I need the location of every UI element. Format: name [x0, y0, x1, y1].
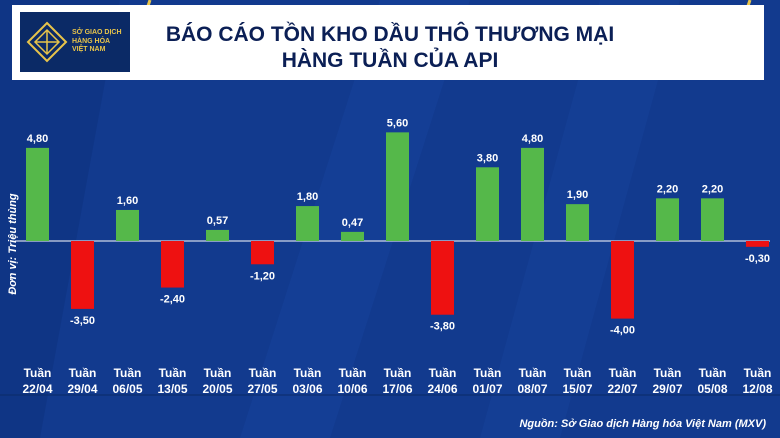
tick-label-date-4: 20/05: [202, 382, 232, 396]
logo: SỞ GIAO DỊCH HÀNG HÓA VIỆT NAM: [20, 12, 130, 72]
tick-label-week-12: Tuần: [564, 366, 592, 380]
data-label-14: 2,20: [657, 183, 678, 195]
data-label-5: -1,20: [250, 270, 275, 282]
data-label-7: 0,47: [342, 217, 363, 229]
bar-1: [71, 241, 94, 309]
bar-2: [116, 209, 139, 241]
bar-7: [341, 231, 364, 241]
data-label-2: 1,60: [117, 195, 138, 207]
tick-label-date-1: 29/04: [67, 382, 97, 396]
tick-label-date-0: 22/04: [22, 382, 52, 396]
data-label-3: -2,40: [160, 294, 185, 306]
data-label-15: 2,20: [702, 183, 723, 195]
data-label-10: 3,80: [477, 152, 498, 164]
tick-label-date-3: 13/05: [157, 382, 187, 396]
tick-label-week-9: Tuần: [429, 366, 457, 380]
data-label-11: 4,80: [522, 133, 543, 145]
tick-label-week-6: Tuần: [294, 366, 322, 380]
tick-label-date-10: 01/07: [472, 382, 502, 396]
tick-label-week-10: Tuần: [474, 366, 502, 380]
logo-mark-icon: [26, 21, 68, 63]
tick-label-date-15: 05/08: [697, 382, 727, 396]
bar-9: [431, 241, 454, 315]
bar-3: [161, 241, 184, 288]
tick-label-date-13: 22/07: [607, 382, 637, 396]
bar-6: [296, 206, 319, 241]
tick-label-date-2: 06/05: [112, 382, 142, 396]
tick-label-week-14: Tuần: [654, 366, 682, 380]
tick-label-week-13: Tuần: [609, 366, 637, 380]
tick-label-week-0: Tuần: [24, 366, 52, 380]
tick-label-week-7: Tuần: [339, 366, 367, 380]
tick-label-date-9: 24/06: [427, 382, 457, 396]
tick-label-week-1: Tuần: [69, 366, 97, 380]
tick-label-date-11: 08/07: [517, 382, 547, 396]
tick-label-week-4: Tuần: [204, 366, 232, 380]
data-label-16: -0,30: [745, 253, 770, 265]
data-label-13: -4,00: [610, 325, 635, 337]
logo-text: SỞ GIAO DỊCH HÀNG HÓA VIỆT NAM: [72, 29, 122, 54]
tick-label-date-14: 29/07: [652, 382, 682, 396]
tick-label-date-6: 03/06: [292, 382, 322, 396]
bar-14: [656, 198, 679, 241]
tick-label-date-7: 10/06: [337, 382, 367, 396]
bar-5: [251, 241, 274, 265]
data-label-0: 4,80: [27, 133, 48, 145]
bar-12: [566, 204, 589, 241]
data-label-12: 1,90: [567, 189, 588, 201]
data-label-4: 0,57: [207, 215, 228, 227]
title-line-2: HÀNG TUẦN CỦA API: [281, 49, 499, 72]
tick-label-week-3: Tuần: [159, 366, 187, 380]
tick-label-date-8: 17/06: [382, 382, 412, 396]
data-label-6: 1,80: [297, 191, 318, 203]
data-label-9: -3,80: [430, 321, 455, 333]
bar-10: [476, 167, 499, 241]
tick-label-week-15: Tuần: [699, 366, 727, 380]
data-label-1: -3,50: [70, 315, 95, 327]
title-line-1: BÁO CÁO TỒN KHO DẦU THÔ THƯƠNG MẠI: [165, 23, 615, 46]
tick-label-date-5: 27/05: [247, 382, 277, 396]
bar-11: [521, 147, 544, 241]
bar-16: [746, 241, 769, 247]
title-box: [12, 5, 764, 80]
tick-label-week-16: Tuần: [744, 366, 772, 380]
tick-label-week-2: Tuần: [114, 366, 142, 380]
tick-label-week-8: Tuần: [384, 366, 412, 380]
bar-8: [386, 132, 409, 241]
bar-4: [206, 229, 229, 241]
tick-label-week-5: Tuần: [249, 366, 277, 380]
tick-label-week-11: Tuần: [519, 366, 547, 380]
bar-0: [26, 147, 49, 241]
bar-13: [611, 241, 634, 319]
bar-15: [701, 198, 724, 241]
tick-label-date-12: 15/07: [562, 382, 592, 396]
tick-label-date-16: 12/08: [742, 382, 772, 396]
source-note: Nguồn: Sở Giao dịch Hàng hóa Việt Nam (M…: [519, 418, 766, 430]
data-label-8: 5,60: [387, 117, 408, 129]
page-title: BÁO CÁO TỒN KHO DẦU THÔ THƯƠNG MẠI HÀNG …: [150, 22, 630, 74]
